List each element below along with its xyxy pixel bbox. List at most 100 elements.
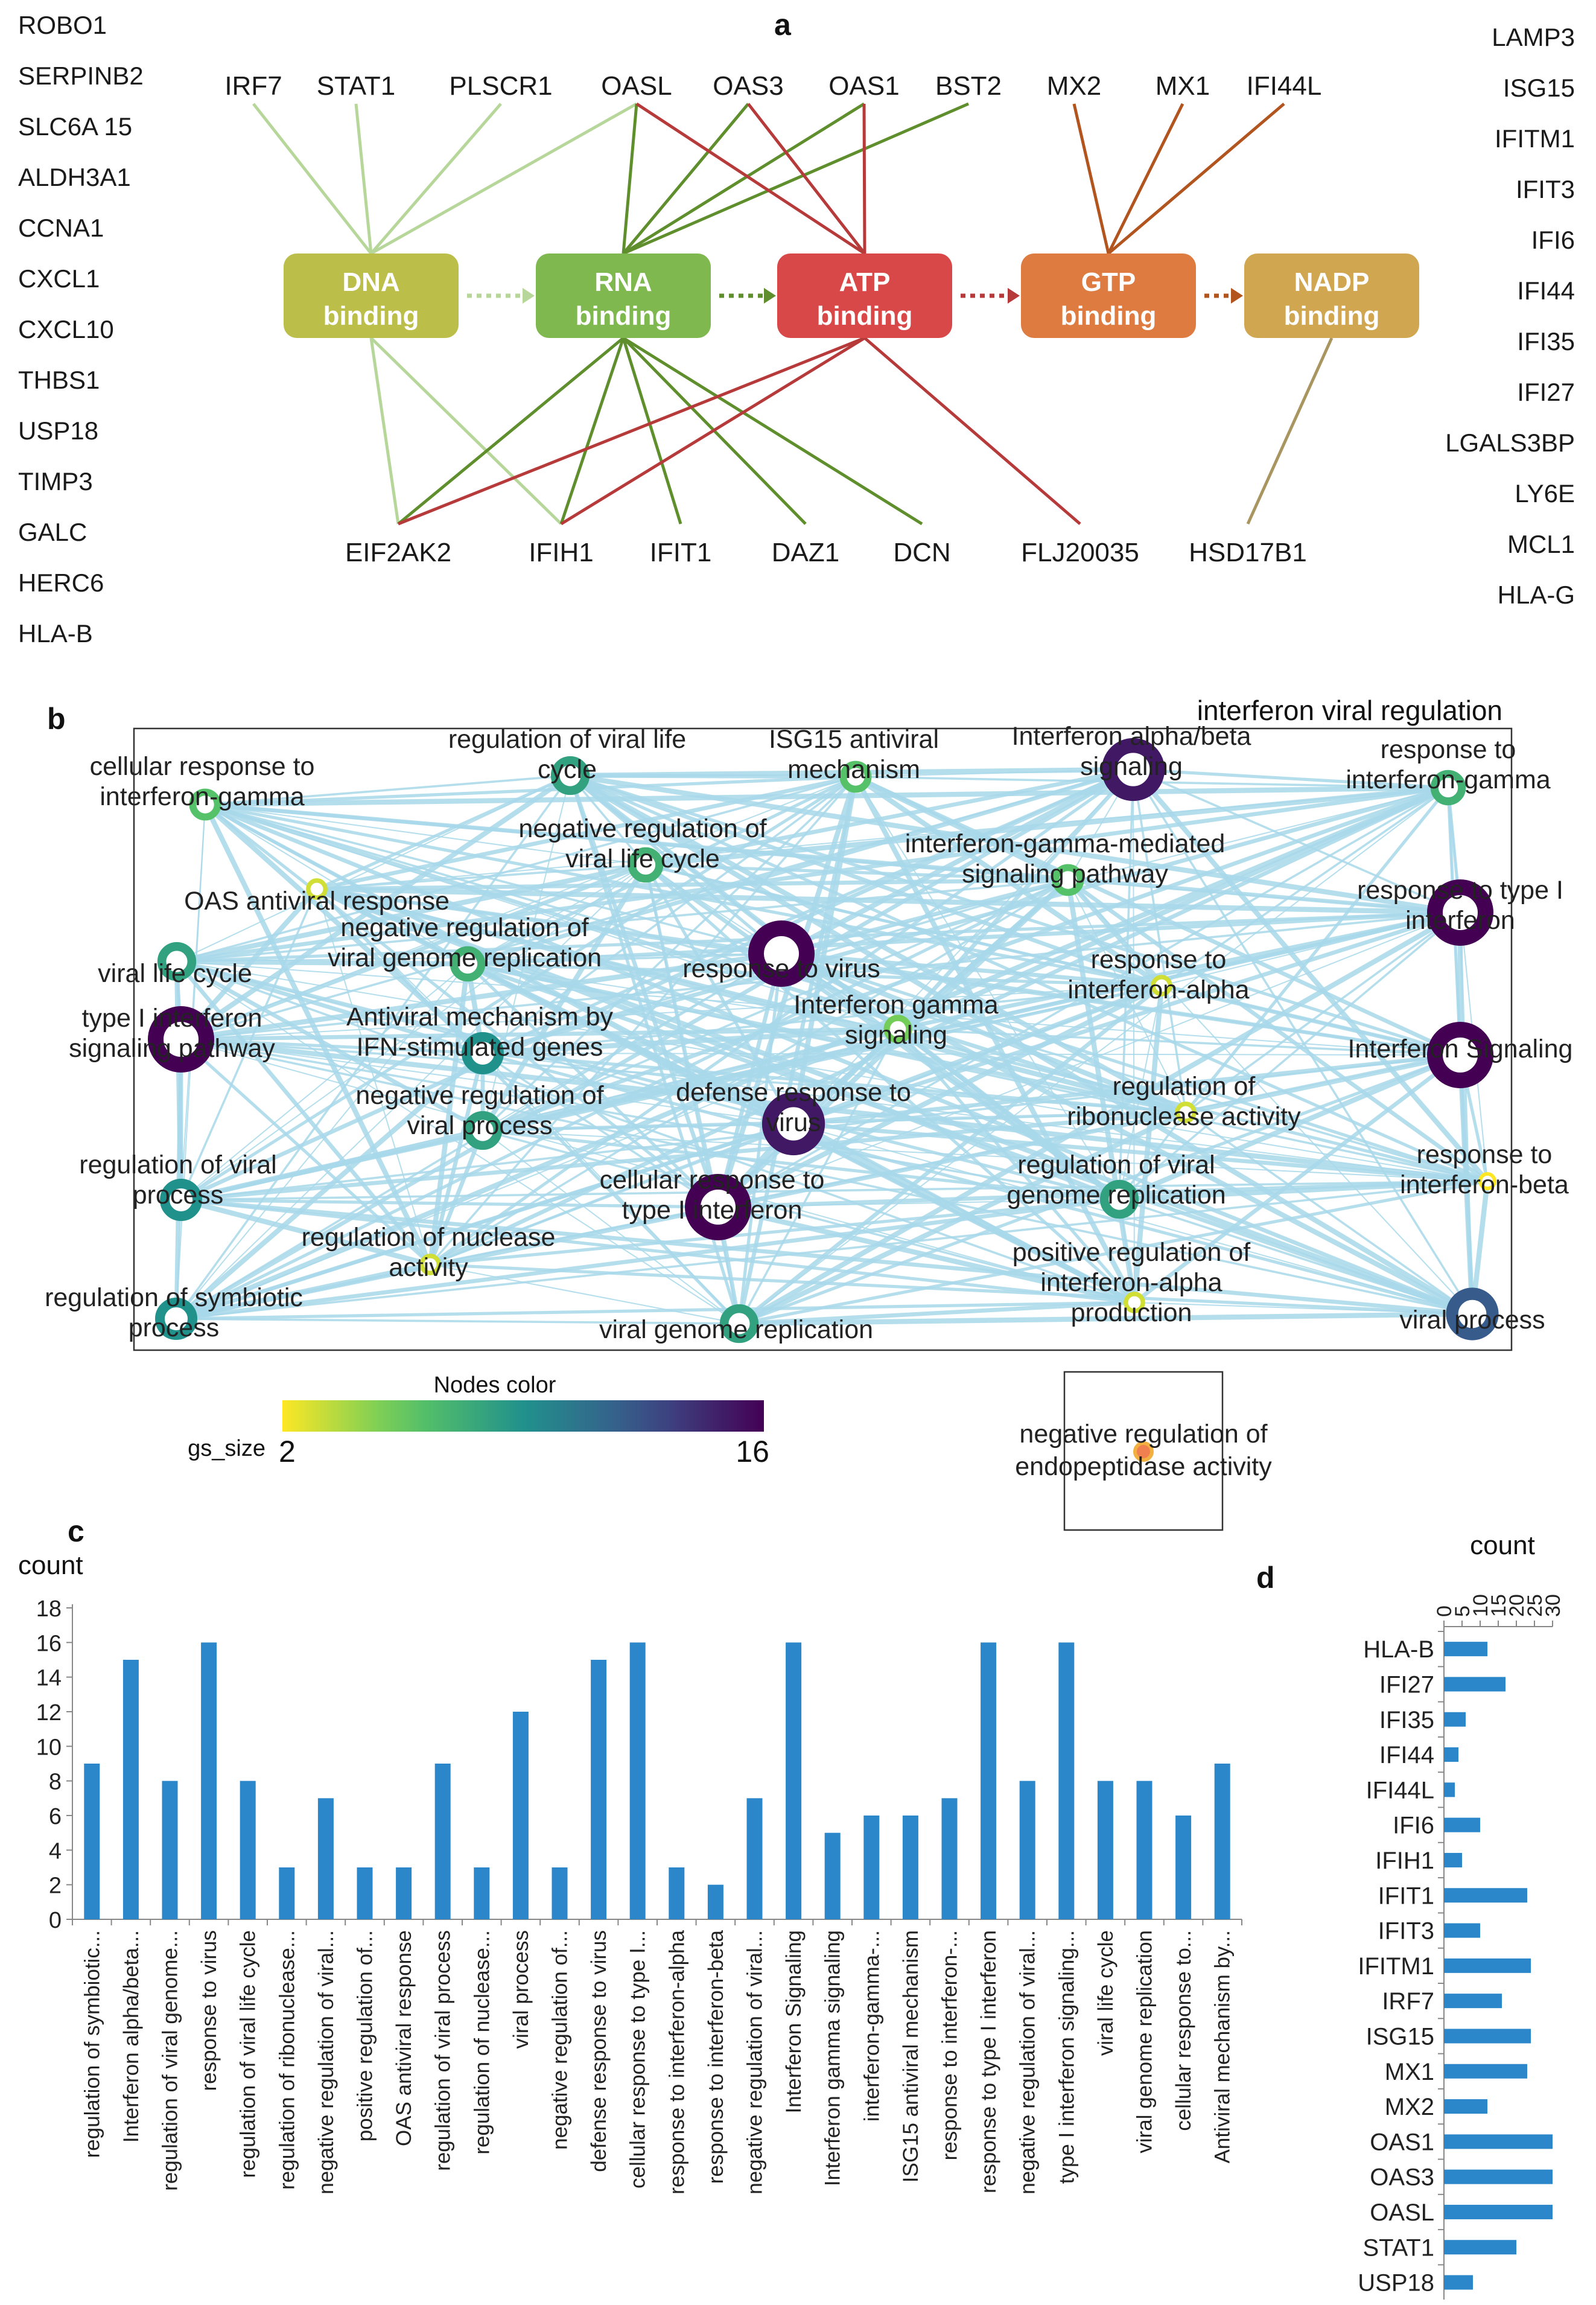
- gene-label-ifi44: IFI44: [1517, 276, 1575, 305]
- network-edge: [180, 767, 1134, 1202]
- gene-label-plscr1: PLSCR1: [449, 71, 552, 101]
- x-tick-label: type I interferon signaling...: [1055, 1930, 1078, 2184]
- gene-label-mx2: MX2: [1047, 71, 1101, 101]
- network-edge: [793, 1053, 1461, 1126]
- node-label: signaling: [1080, 752, 1183, 781]
- network-edge: [645, 767, 1134, 867]
- network-edge: [430, 1264, 740, 1324]
- bar-response-to-interferon-22: [941, 1798, 958, 1919]
- network-edge: [1067, 879, 1461, 913]
- bar-interferon-gamma-signaling-19: [824, 1832, 841, 1919]
- network-edge: [793, 769, 1134, 1124]
- link-ifit1-rna: [622, 337, 682, 524]
- node-label: interferon-beta: [1400, 1170, 1569, 1199]
- network-edge: [428, 1129, 485, 1266]
- bar-ifi27: [1444, 1677, 1505, 1692]
- node-label: IFN-stimulated genes: [357, 1033, 603, 1062]
- network-edge: [1161, 983, 1461, 1057]
- link-ifih1-atp: [560, 336, 866, 526]
- x-tick-label: Interferon Signaling: [782, 1930, 806, 2114]
- network-edge: [1132, 769, 1187, 1113]
- node-label: cellular response to: [90, 752, 315, 781]
- network-edge: [430, 1206, 719, 1266]
- network-edge: [1133, 769, 1135, 1303]
- node-circle: [463, 1111, 503, 1150]
- node-label: signaling pathway: [69, 1034, 275, 1063]
- function-box-bg: [1021, 253, 1196, 338]
- y-axis-label: count: [18, 1551, 83, 1580]
- bar-mx1: [1444, 2064, 1527, 2079]
- y-tick-label: 6: [49, 1804, 62, 1829]
- y-tick-label: 2: [49, 1873, 62, 1899]
- network-edge: [180, 1197, 1473, 1316]
- y-tick-label: STAT1: [1362, 2234, 1434, 2261]
- bar-ifitm1: [1444, 1958, 1531, 1973]
- node-label: viral process: [407, 1111, 552, 1140]
- node-circle: [450, 946, 486, 982]
- x-tick-label: 20: [1505, 1594, 1528, 1617]
- network-edge: [1118, 1053, 1461, 1202]
- node-circle: [1446, 1287, 1499, 1341]
- y-tick-label: IFIT3: [1378, 1918, 1434, 1945]
- bar-response-to-virus-3: [201, 1642, 217, 1919]
- bar-negative-regulation-of-12: [552, 1867, 568, 1919]
- node-label: endopeptidase activity: [1015, 1452, 1272, 1481]
- network-nodes: cellular response tointerferon-gammaregu…: [45, 722, 1572, 1344]
- panel-label-d: d: [1256, 1561, 1275, 1595]
- node-label: genome replication: [1006, 1181, 1226, 1210]
- node-label: activity: [389, 1253, 468, 1282]
- node-circle: [306, 878, 328, 900]
- flow-arrow-head: [1231, 288, 1243, 304]
- y-tick-label: 18: [36, 1596, 62, 1622]
- node-label: viral genome replication: [328, 943, 602, 972]
- gene-label-stat1: STAT1: [317, 71, 395, 101]
- node-circle: [1101, 738, 1165, 802]
- bar-usp18: [1444, 2275, 1473, 2290]
- function-suffix: binding: [1284, 301, 1380, 331]
- node-label: process: [133, 1181, 224, 1210]
- network-title: interferon viral regulation: [1197, 695, 1502, 726]
- network-edge: [482, 1130, 1488, 1182]
- bar-response-to-interferon-alpha-15: [669, 1867, 685, 1919]
- node-label: production: [1071, 1298, 1192, 1327]
- gene-label-lgals3bp: LGALS3BP: [1445, 429, 1575, 457]
- x-tick-label: cellular response to type I...: [626, 1930, 650, 2189]
- node-label: negative regulation of: [518, 814, 767, 843]
- network-edge: [176, 958, 468, 967]
- x-tick-label: 30: [1542, 1594, 1565, 1617]
- network-edge: [176, 775, 571, 962]
- network-frame: [133, 727, 1513, 1351]
- x-tick-label: viral life cycle: [1094, 1930, 1118, 2056]
- gene-label-ifit3: IFIT3: [1515, 175, 1575, 203]
- gene-label-robo1: ROBO1: [18, 11, 107, 39]
- function-box-bg: [1244, 253, 1419, 338]
- network-edge: [176, 1261, 431, 1322]
- network-edge: [482, 1026, 898, 1056]
- gene-label-aldh3a1: ALDH3A1: [18, 163, 131, 191]
- node-label: response to virus: [682, 954, 880, 983]
- network-edge: [482, 1111, 1186, 1132]
- network-node-viral-genome-replication: viral genome replication: [599, 1304, 873, 1344]
- network-edge: [793, 1121, 1488, 1184]
- network-edge: [855, 769, 1134, 777]
- network-edge: [428, 1053, 485, 1265]
- x-axis-title: count: [1470, 1531, 1535, 1560]
- network-node-positive-regulation-of-interferon-alpha-production: positive regulation ofinterferon-alphapr…: [1013, 1238, 1251, 1327]
- node-label: ribonuclease activity: [1067, 1102, 1301, 1131]
- y-tick-label: IFIH1: [1375, 1848, 1434, 1874]
- network-edge: [180, 1127, 483, 1203]
- network-edge: [644, 864, 1136, 1304]
- network-edge: [717, 1199, 1120, 1208]
- node-label: defense response to: [676, 1078, 911, 1107]
- function-box-gtp: GTP binding: [1021, 253, 1196, 338]
- network-edge: [896, 768, 1135, 1031]
